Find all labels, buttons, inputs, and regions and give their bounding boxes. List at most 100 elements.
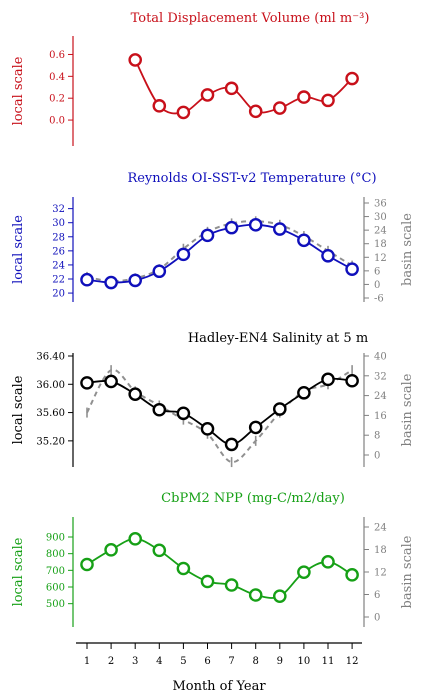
panel-npp: CbPM2 NPP (mg-C/m2/day) 900 800 700 600 500 lo…: [11, 491, 415, 627]
data-point: [321, 555, 335, 569]
x-tick-label: 7: [228, 656, 234, 667]
right-tick-label: 36: [374, 199, 387, 210]
left-tick-label: 0.2: [49, 94, 65, 105]
right-tick-label: 12: [374, 253, 387, 264]
x-tick-label: 10: [298, 656, 311, 667]
data-point: [176, 247, 191, 262]
data-point: [200, 574, 215, 589]
data-point: [80, 376, 94, 390]
data-point: [128, 532, 142, 546]
left-tick-label: 28: [52, 232, 65, 243]
left-axis-title: local scale: [11, 56, 26, 125]
data-point: [272, 222, 287, 236]
data-point: [321, 93, 335, 108]
right-tick-label: 8: [374, 431, 380, 442]
data-point: [297, 565, 311, 579]
x-tick-label: 2: [108, 656, 114, 667]
data-point: [152, 402, 167, 417]
data-point: [248, 420, 263, 435]
data-point: [345, 373, 359, 388]
right-tick-label: 18: [374, 545, 387, 556]
right-axis-title: basin scale: [400, 213, 415, 286]
data-point: [321, 372, 335, 387]
right-tick-label: 0: [374, 451, 380, 462]
left-tick-label: 35.20: [36, 436, 65, 447]
left-tick-label: 35.60: [36, 408, 65, 419]
data-point: [321, 248, 335, 263]
right-tick-label: 0: [374, 613, 380, 624]
data-point: [176, 561, 191, 576]
data-point: [345, 262, 359, 276]
x-tick-label: 5: [180, 656, 186, 667]
data-point: [248, 218, 263, 232]
left-tick-label: 900: [46, 533, 65, 544]
right-tick-label: 18: [374, 239, 387, 250]
x-tick-label: 8: [253, 656, 259, 667]
left-tick-label: 0.6: [49, 50, 65, 61]
data-point: [248, 588, 263, 602]
right-axis-title: basin scale: [400, 535, 415, 608]
data-point: [200, 88, 215, 102]
right-tick-label: 0: [374, 280, 380, 291]
data-point: [345, 71, 359, 86]
left-tick-label: 0.4: [49, 72, 65, 83]
x-tick-label: 3: [132, 656, 138, 667]
left-tick-label: 0.0: [49, 116, 65, 127]
data-point: [345, 568, 359, 582]
right-tick-label: 30: [374, 212, 387, 223]
data-point: [224, 81, 239, 96]
x-axis: 1 2 3 4 5 6 7 8 9 10 11 12: [76, 642, 362, 667]
left-axis-title: local scale: [11, 375, 26, 444]
panel-salinity: Hadley-EN4 Salinity at 5 m 36.40 36.00 35.6…: [11, 331, 415, 468]
x-tick-label: 1: [84, 656, 90, 667]
left-tick-label: 36.40: [36, 352, 65, 363]
data-point: [128, 273, 142, 288]
data-point: [224, 437, 239, 452]
left-tick-label: 26: [52, 246, 65, 257]
panel-displacement: Total Displacement Volume (ml m⁻³) 0.6 0.4…: [11, 11, 369, 146]
left-axis-title: local scale: [11, 215, 26, 284]
x-tick-label: 11: [322, 656, 335, 667]
x-tick-label: 6: [204, 656, 210, 667]
left-tick-label: 700: [46, 566, 65, 577]
series-line: [86, 537, 353, 599]
x-axis-title: Month of Year: [172, 679, 266, 694]
left-axis-title: local scale: [11, 537, 26, 606]
panel-title: Total Displacement Volume (ml m⁻³): [131, 11, 370, 26]
data-point: [297, 233, 311, 248]
data-point: [248, 104, 263, 119]
right-tick-label: 6: [374, 266, 380, 277]
left-tick-label: 600: [46, 583, 65, 594]
right-axis-title: basin scale: [400, 373, 415, 446]
data-point: [152, 543, 167, 558]
data-point: [272, 589, 287, 603]
data-point: [128, 387, 142, 401]
data-point: [80, 557, 94, 572]
right-tick-label: 32: [374, 371, 387, 382]
right-tick-label: 24: [374, 391, 387, 402]
data-point: [176, 105, 191, 120]
data-point: [104, 374, 118, 389]
data-point: [104, 543, 118, 557]
data-point: [80, 272, 94, 287]
data-point: [297, 90, 311, 104]
data-point: [152, 264, 167, 279]
data-point: [272, 101, 287, 115]
right-tick-label: 24: [374, 226, 387, 237]
x-tick-label: 9: [277, 656, 283, 667]
panel-title: CbPM2 NPP (mg-C/m2/day): [161, 491, 345, 506]
series-line: [86, 223, 353, 284]
data-point: [128, 53, 142, 67]
data-point: [152, 99, 167, 113]
left-tick-label: 22: [52, 275, 65, 286]
data-point: [200, 228, 215, 243]
data-point: [200, 422, 215, 436]
left-tick-label: 20: [52, 289, 65, 300]
basin-series-line: [86, 368, 353, 464]
x-tick-label: 12: [346, 656, 359, 667]
panels-layer: Total Displacement Volume (ml m⁻³) 0.6 0.4…: [11, 11, 415, 627]
series-line: [134, 59, 353, 115]
left-tick-label: 500: [46, 599, 65, 610]
left-tick-label: 36.00: [36, 380, 65, 391]
